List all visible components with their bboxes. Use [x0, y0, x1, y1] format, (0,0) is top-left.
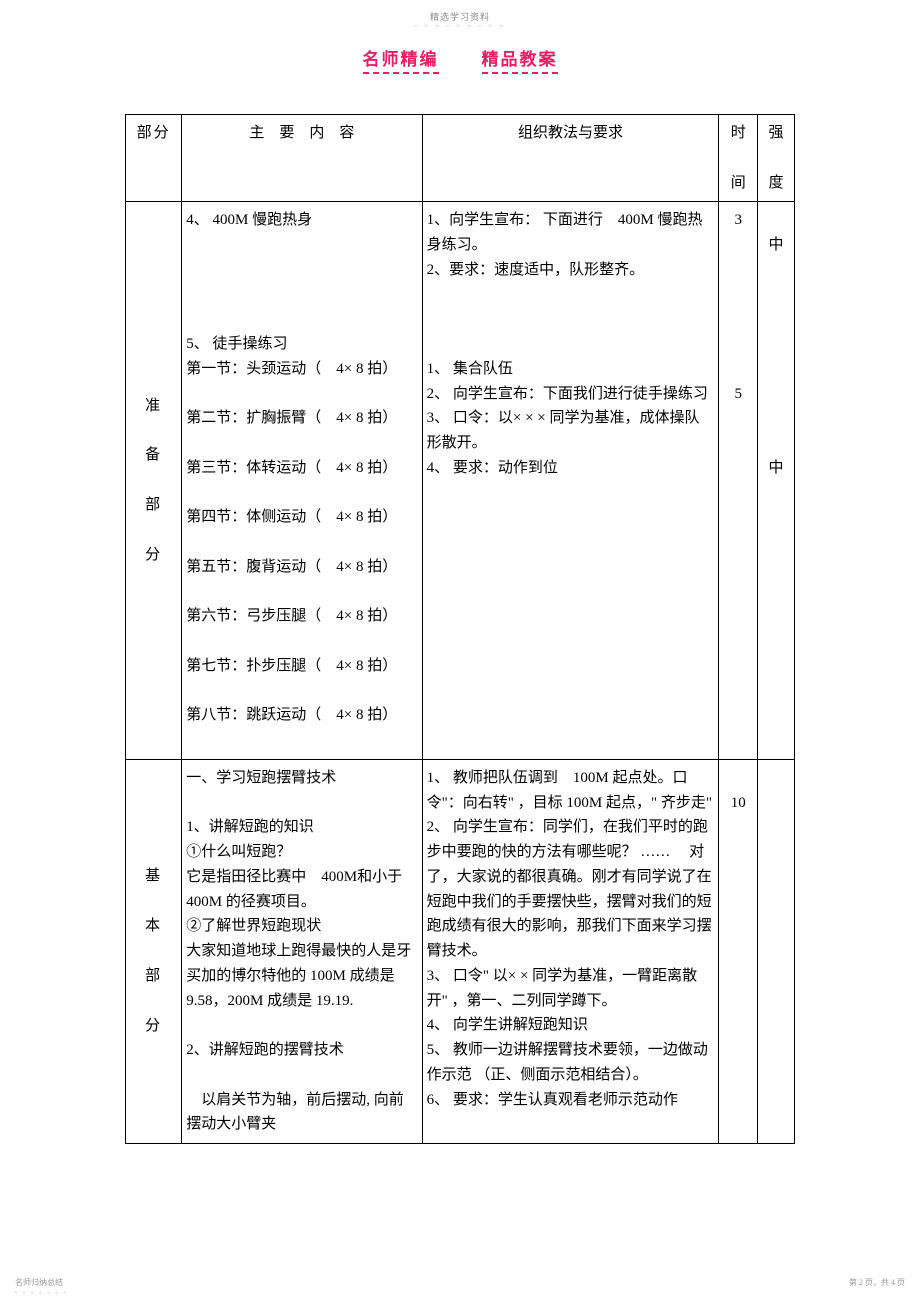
prep-ex1: 第一节：头颈运动（ 4× 8 拍） — [186, 357, 417, 382]
lesson-plan-table: 部分 主 要 内 容 组织教法与要求 时 间 强 度 准 备 部 分 — [125, 114, 795, 1144]
basic-p7: 以肩关节为轴，前后摆动, 向前摆动大小臂夹 — [186, 1088, 417, 1138]
basic-p1: 1、讲解短跑的知识 — [186, 815, 417, 840]
prep-teach1: 1、向学生宣布： 下面进行 400M 慢跑热身练习。 — [427, 208, 715, 258]
basic-teach3: 3、 口令" 以× × 同学为基准，一臂距离散开" ，第一、二列同学蹲下。 — [427, 964, 715, 1014]
prep-char-1: 备 — [130, 443, 177, 468]
basic-char-1: 本 — [130, 914, 177, 939]
basic-content: 一、学习短跑摆臂技术 1、讲解短跑的知识 ①什么叫短跑？ 它是指田径比赛中 40… — [182, 759, 422, 1143]
prep-char-2: 部 — [130, 493, 177, 518]
basic-p5: 大家知道地球上跑得最快的人是牙买加的博尔特他的 100M 成绩是 9.58，20… — [186, 939, 417, 1013]
basic-char-0: 基 — [130, 864, 177, 889]
prep-teach-b1: 1、 集合队伍 — [427, 357, 715, 382]
prep-ex3: 第三节：体转运动（ 4× 8 拍） — [186, 456, 417, 481]
prep-time1: 3 — [723, 208, 753, 233]
prep-intensity2: 中 — [762, 456, 790, 481]
prep-ex4: 第四节：体侧运动（ 4× 8 拍） — [186, 505, 417, 530]
prep-ex2: 第二节：扩胸振臂（ 4× 8 拍） — [186, 406, 417, 431]
basic-teach6: 6、 要求：学生认真观看老师示范动作 — [427, 1088, 715, 1113]
prep-char-3: 分 — [130, 543, 177, 568]
header-section: 部分 — [126, 115, 182, 202]
basic-time: 10 — [719, 759, 758, 1143]
basic-p6: 2、讲解短跑的摆臂技术 — [186, 1038, 417, 1063]
prep-ex7: 第七节：扑步压腿（ 4× 8 拍） — [186, 654, 417, 679]
basic-char-2: 部 — [130, 964, 177, 989]
basic-p4: ②了解世界短跑现状 — [186, 914, 417, 939]
header-content: 主 要 内 容 — [182, 115, 422, 202]
basic-p2: ①什么叫短跑？ — [186, 840, 417, 865]
basic-teach4: 4、 向学生讲解短跑知识 — [427, 1013, 715, 1038]
prep-char-0: 准 — [130, 394, 177, 419]
prep-time: 3 5 — [719, 202, 758, 760]
top-header: 精选学习资料 — [0, 0, 920, 23]
prep-intensity: 中 中 — [758, 202, 795, 760]
prep-ex8: 第八节：跳跃运动（ 4× 8 拍） — [186, 703, 417, 728]
prep-item4: 4、 400M 慢跑热身 — [186, 208, 417, 233]
header-intensity-bottom: 度 — [769, 175, 784, 191]
basic-intensity — [758, 759, 795, 1143]
basic-p3: 它是指田径比赛中 400M和小于 400M 的径赛项目。 — [186, 865, 417, 915]
prep-ex5: 第五节：腹背运动（ 4× 8 拍） — [186, 555, 417, 580]
header-teaching: 组织教法与要求 — [422, 115, 719, 202]
header-time-bottom: 间 — [731, 175, 746, 191]
footer-left-dots: - - - - - - - — [15, 1288, 68, 1296]
prep-teach2: 2、要求：速度适中，队形整齐。 — [427, 258, 715, 283]
prep-time2: 5 — [723, 382, 753, 407]
prep-intensity1: 中 — [762, 233, 790, 258]
prep-ex6: 第六节：弓步压腿（ 4× 8 拍） — [186, 604, 417, 629]
header-time-top: 时 — [731, 125, 746, 141]
header-intensity: 强 度 — [758, 115, 795, 202]
title-left: 名师精编 — [363, 45, 439, 74]
basic-teach1: 1、 教师把队伍调到 100M 起点处。口令"：向右转" ，目标 100M 起点… — [427, 766, 715, 816]
basic-h1: 一、学习短跑摆臂技术 — [186, 766, 417, 791]
basic-teach2: 2、 向学生宣布：同学们，在我们平时的跑步中要跑的快的方法有哪些呢？ …… 对了… — [427, 815, 715, 964]
prep-teaching: 1、向学生宣布： 下面进行 400M 慢跑热身练习。 2、要求：速度适中，队形整… — [422, 202, 719, 760]
prep-teach-b4: 4、 要求：动作到位 — [427, 456, 715, 481]
prep-teach-b2: 2、 向学生宣布：下面我们进行徒手操练习 — [427, 382, 715, 407]
prep-section-label: 准 备 部 分 — [126, 202, 182, 760]
title-right: 精品教案 — [482, 45, 558, 74]
basic-time1: 10 — [723, 791, 753, 816]
top-dots: - - - - - - - - - — [0, 21, 920, 30]
header-time: 时 间 — [719, 115, 758, 202]
page-title-row: 名师精编 精品教案 — [0, 45, 920, 74]
basic-section-label: 基 本 部 分 — [126, 759, 182, 1143]
basic-teaching: 1、 教师把队伍调到 100M 起点处。口令"：向右转" ，目标 100M 起点… — [422, 759, 719, 1143]
basic-char-3: 分 — [130, 1014, 177, 1039]
prep-item5: 5、 徒手操练习 — [186, 332, 417, 357]
footer-left: 名师归纳总结 — [15, 1277, 63, 1288]
prep-teach-b3: 3、 口令：以× × × 同学为基准，成体操队形散开。 — [427, 406, 715, 456]
header-intensity-top: 强 — [769, 125, 784, 141]
footer-right: 第 2 页，共 4 页 — [849, 1277, 905, 1288]
prep-content: 4、 400M 慢跑热身 5、 徒手操练习 第一节：头颈运动（ 4× 8 拍） … — [182, 202, 422, 760]
basic-teach5: 5、 教师一边讲解摆臂技术要领，一边做动作示范 （正、侧面示范相结合）。 — [427, 1038, 715, 1088]
